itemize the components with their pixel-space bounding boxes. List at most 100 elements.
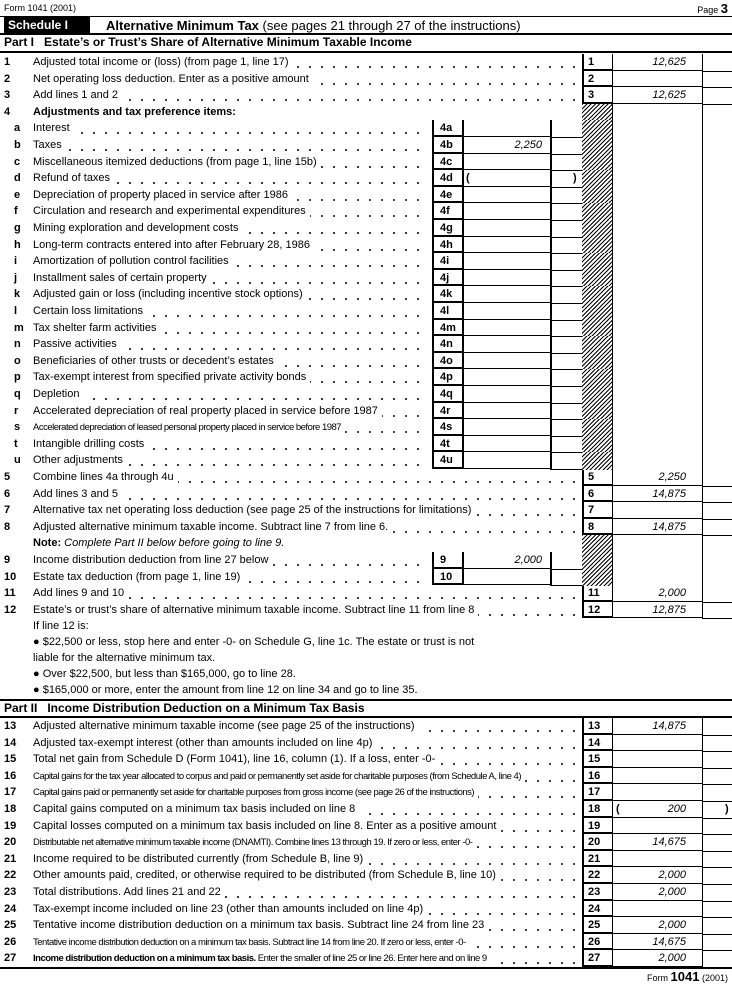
cents-field[interactable] (550, 286, 582, 304)
page-indicator: Page 3 (697, 1, 728, 16)
cents-field[interactable] (550, 220, 582, 238)
amount-field[interactable] (612, 818, 702, 835)
cents-field[interactable] (550, 336, 582, 354)
amount-field[interactable]: 2,000 (612, 884, 702, 901)
line-description: Miscellaneous itemized deductions (from … (33, 155, 321, 168)
cents-field[interactable] (550, 319, 582, 338)
cents-field[interactable] (702, 585, 732, 603)
amount-field[interactable] (462, 369, 550, 386)
cents-field[interactable] (550, 269, 582, 288)
amount-field[interactable]: 2,000 (462, 552, 550, 569)
cents-field[interactable] (702, 818, 732, 836)
cents-field[interactable] (702, 87, 732, 105)
cents-field[interactable] (702, 486, 732, 504)
amount-field[interactable]: 200 (612, 801, 702, 818)
amount-field[interactable] (612, 851, 702, 868)
amount-field[interactable] (462, 253, 550, 270)
cents-field[interactable] (702, 934, 732, 952)
cents-field[interactable] (702, 469, 732, 487)
cents-field[interactable] (702, 884, 732, 902)
amount-field[interactable] (612, 768, 702, 785)
amount-field[interactable] (612, 751, 702, 768)
amount-field[interactable] (462, 386, 550, 403)
amount-field[interactable]: 2,000 (612, 950, 702, 967)
amount-field[interactable]: 14,675 (612, 934, 702, 951)
cents-field[interactable] (702, 851, 732, 869)
cents-field[interactable] (550, 419, 582, 437)
amount-field[interactable]: 2,000 (612, 917, 702, 934)
amount-field[interactable] (462, 170, 550, 187)
amount-field[interactable] (612, 901, 702, 918)
amount-field[interactable]: 2,250 (462, 137, 550, 154)
amount-field[interactable] (462, 319, 550, 337)
cents-field[interactable] (550, 568, 582, 587)
amount-field[interactable] (462, 435, 550, 453)
cents-field[interactable] (550, 402, 582, 421)
cents-field[interactable] (702, 917, 732, 935)
cents-field[interactable] (550, 120, 582, 138)
amount-field[interactable] (612, 502, 702, 519)
amount-field[interactable]: 2,000 (612, 585, 702, 602)
amount-field[interactable]: 2,000 (612, 867, 702, 884)
cents-field[interactable] (702, 751, 732, 769)
box-number: 4l (432, 303, 462, 320)
cents-field[interactable] (550, 435, 582, 454)
amount-field[interactable]: 14,675 (612, 834, 702, 851)
cents-field[interactable] (550, 452, 582, 470)
amount-field[interactable] (462, 419, 550, 436)
amount-field[interactable] (462, 236, 550, 254)
amount-field[interactable] (462, 352, 550, 370)
amount-field[interactable] (462, 120, 550, 137)
amount-field[interactable]: 14,875 (612, 519, 702, 536)
amount-field[interactable]: 2,250 (612, 469, 702, 486)
form-line-22: 22 Other amounts paid, credited, or other… (0, 867, 732, 885)
cents-field[interactable] (702, 71, 732, 89)
amount-field[interactable] (462, 203, 550, 220)
cents-field[interactable] (702, 784, 732, 802)
amount-field[interactable] (462, 303, 550, 320)
cents-field[interactable] (550, 253, 582, 271)
line-text: Circulation and research and experimenta… (33, 205, 306, 218)
cents-field[interactable] (702, 54, 732, 72)
cents-field[interactable] (702, 901, 732, 919)
amount-field[interactable]: 12,875 (612, 602, 702, 619)
cents-field[interactable] (550, 236, 582, 255)
cents-field[interactable] (550, 170, 582, 188)
cents-field[interactable] (550, 186, 582, 205)
amount-field[interactable] (462, 336, 550, 353)
line-description: Adjusted tax-exempt interest (other than… (33, 736, 377, 749)
cents-field[interactable] (702, 950, 732, 968)
cents-field[interactable] (702, 718, 732, 736)
cents-field[interactable] (550, 369, 582, 387)
amount-field[interactable] (612, 784, 702, 801)
cents-field[interactable] (702, 602, 732, 620)
cents-field[interactable] (550, 552, 582, 570)
amount-field[interactable] (462, 286, 550, 303)
amount-field[interactable] (462, 402, 550, 420)
cents-field[interactable] (550, 137, 582, 155)
cents-field[interactable] (702, 834, 732, 852)
cents-field[interactable] (702, 801, 732, 819)
amount-field[interactable] (462, 186, 550, 204)
amount-field[interactable] (462, 452, 550, 469)
cents-field[interactable] (550, 303, 582, 321)
cents-field[interactable] (550, 352, 582, 371)
amount-field[interactable] (462, 153, 550, 171)
amount-field[interactable] (462, 568, 550, 586)
cents-field[interactable] (550, 386, 582, 404)
cents-field[interactable] (702, 768, 732, 786)
cents-field[interactable] (550, 203, 582, 221)
cents-field[interactable] (702, 867, 732, 885)
amount-field[interactable]: 12,625 (612, 87, 702, 104)
amount-field[interactable]: 12,625 (612, 54, 702, 71)
cents-field[interactable] (550, 153, 582, 172)
amount-field[interactable] (462, 269, 550, 287)
cents-field[interactable] (702, 502, 732, 520)
amount-field[interactable]: 14,875 (612, 486, 702, 503)
cents-field[interactable] (702, 735, 732, 753)
cents-field[interactable] (702, 519, 732, 537)
amount-field[interactable] (462, 220, 550, 237)
amount-field[interactable] (612, 71, 702, 88)
amount-field[interactable] (612, 735, 702, 752)
amount-field[interactable]: 14,875 (612, 718, 702, 735)
